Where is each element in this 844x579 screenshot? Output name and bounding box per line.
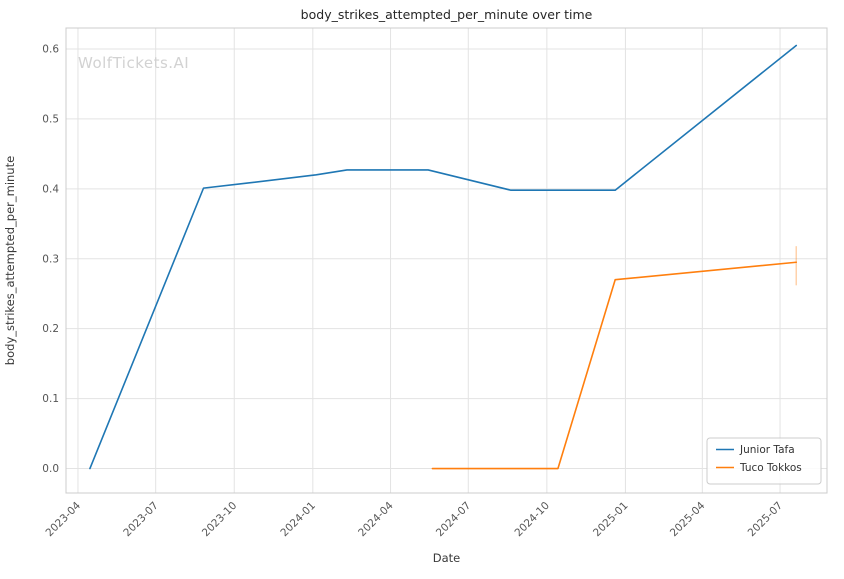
y-tick-label: 0.0 — [42, 463, 59, 475]
y-tick-label: 0.1 — [42, 393, 59, 405]
plot-border — [65, 27, 828, 494]
y-tick-label: 0.2 — [42, 323, 59, 335]
x-axis-label: Date — [433, 551, 461, 565]
y-tick-label: 0.5 — [42, 113, 59, 125]
y-tick-label: 0.4 — [42, 183, 59, 195]
legend-label: Tuco Tokkos — [739, 462, 802, 474]
chart-title: body_strikes_attempted_per_minute over t… — [301, 7, 593, 22]
series-line-junior-tafa — [89, 44, 798, 470]
y-tick-label: 0.3 — [42, 253, 59, 265]
y-tick-label: 0.6 — [42, 43, 59, 55]
legend-label: Junior Tafa — [739, 444, 795, 456]
legend: Junior Tafa Tuco Tokkos — [706, 437, 822, 485]
y-axis-label: body_strikes_attempted_per_minute — [3, 156, 17, 365]
watermark: WolfTickets.AI — [78, 54, 189, 72]
legend-box — [706, 437, 822, 485]
series-line-tuco-tokkos — [431, 261, 798, 470]
